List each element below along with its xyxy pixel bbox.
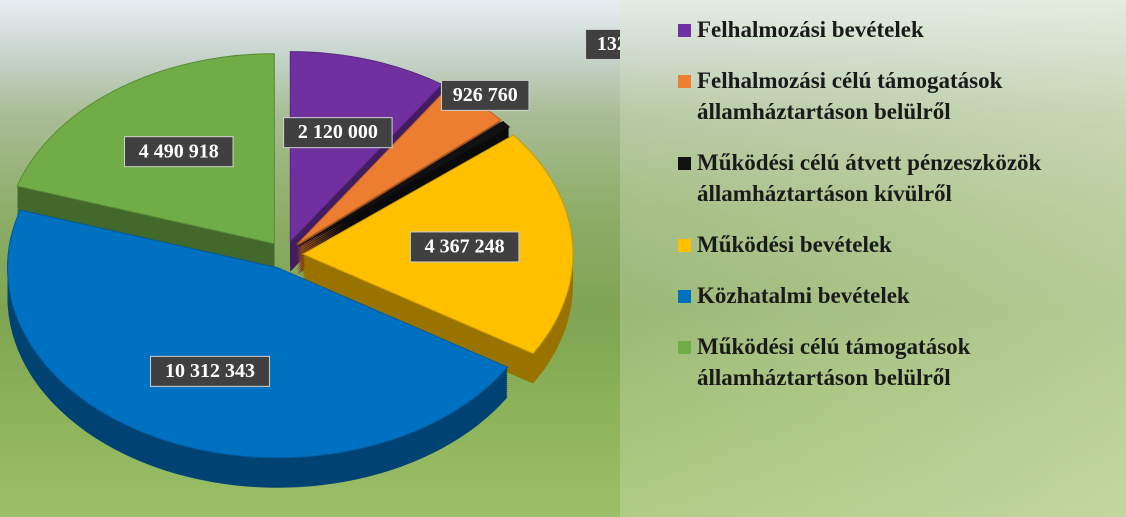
data-label: 132 500 <box>597 33 620 55</box>
pie-slices <box>7 51 574 488</box>
legend-item: Működési célú támogatások államháztartás… <box>678 331 1123 393</box>
legend-swatch <box>678 24 691 37</box>
legend-label: Felhalmozási célú támogatások államházta… <box>697 68 1003 124</box>
legend-item: Működési bevételek <box>678 229 1123 260</box>
data-label: 2 120 000 <box>298 121 378 143</box>
slice <box>7 209 509 459</box>
data-label: 4 490 918 <box>139 140 219 162</box>
background <box>620 0 1126 517</box>
pie-chart: 2 120 000 926 760 132 500 4 367 248 10 312 3… <box>7 28 620 488</box>
data-label: 926 760 <box>453 84 518 106</box>
data-label-box <box>440 79 530 111</box>
data-label: 4 367 248 <box>425 236 505 258</box>
legend-swatch <box>678 75 691 88</box>
legend-swatch <box>678 157 691 170</box>
legend-label: Felhalmozási bevételek <box>697 17 924 42</box>
legend-swatch <box>678 290 691 303</box>
data-label-box <box>409 231 520 263</box>
data-label-box <box>283 117 393 149</box>
legend-item: Felhalmozási célú támogatások államházta… <box>678 65 1123 127</box>
data-label-box <box>150 355 271 387</box>
legend-swatch <box>678 341 691 354</box>
legend-swatch <box>678 239 691 252</box>
legend: Felhalmozási bevételek Felhalmozási célú … <box>678 14 1123 413</box>
slice <box>298 120 511 247</box>
legend-label: Működési bevételek <box>697 232 892 257</box>
legend-label: Működési célú támogatások államháztartás… <box>697 334 971 390</box>
legend-label: Közhatalmi bevételek <box>697 283 910 308</box>
data-label: 10 312 343 <box>165 360 255 382</box>
legend-item: Közhatalmi bevételek <box>678 280 1123 311</box>
legend-label: Működési célú átvett pénzeszközök államh… <box>697 150 1042 206</box>
legend-item: Felhalmozási bevételek <box>678 14 1123 45</box>
legend-item: Működési célú átvett pénzeszközök államh… <box>678 147 1123 209</box>
data-label-box <box>124 136 234 168</box>
data-label-box <box>585 28 620 60</box>
